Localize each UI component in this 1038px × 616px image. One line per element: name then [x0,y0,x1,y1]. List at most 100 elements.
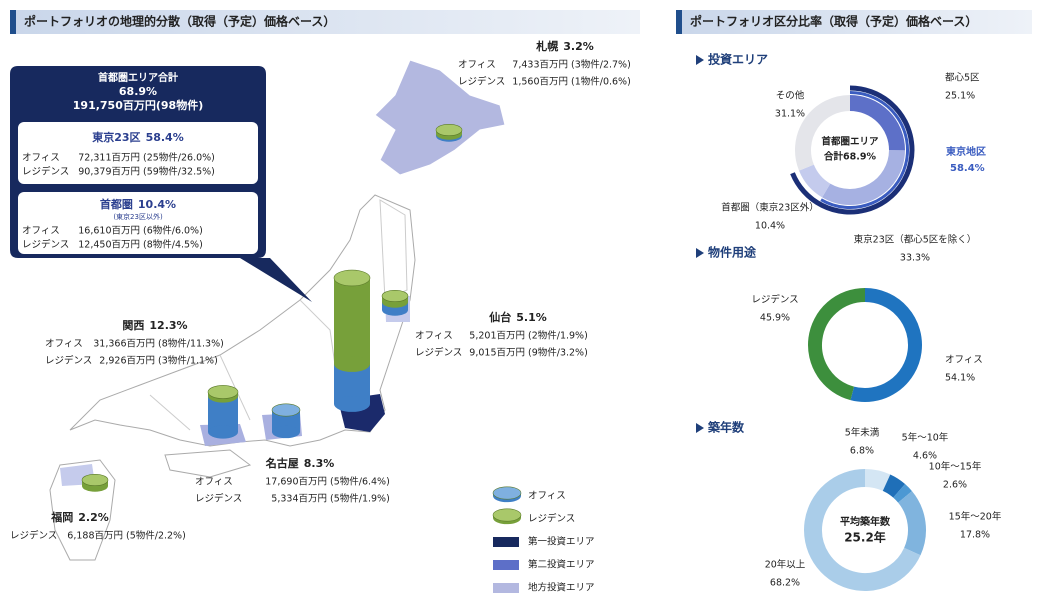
region-name: 東京23区 [92,130,140,144]
row-detail: (8物件/11.3%) [158,338,224,350]
row-detail: (9物件/3.2%) [528,347,588,359]
row-detail: (6物件/6.0%) [143,225,203,237]
region-name: 札幌 [535,39,558,53]
cylinder-top [435,123,463,137]
slice-value: 33.3% [900,253,930,264]
region-name: 名古屋 [265,456,299,470]
row-type: オフィス [458,60,496,71]
text-line: 名古屋 8.3% [265,456,335,470]
slice-value: 2.6% [943,480,967,491]
region-share: 8.3% [304,457,335,470]
cylinder [435,123,463,142]
text-line: 福岡 2.2% [50,510,109,524]
cylinder [333,269,371,412]
region-share: 10.4% [138,198,176,211]
row-amount: 17,690百万円 [265,477,327,488]
text-line: 関西 12.3% [122,319,187,332]
right-title: ポートフォリオ区分比率（取得（予定）価格ベース） [690,14,977,29]
row-type: レジデンス [22,166,69,178]
row-type: レジデンス [10,530,57,542]
slice-value: 4.6% [913,451,937,462]
legend-swatch [493,583,519,593]
text-line: 首都圏 10.4% [100,197,176,211]
row-detail: (5物件/2.2%) [126,530,186,542]
shikoku [164,449,252,478]
cylinder [492,508,522,525]
donut-segment [808,288,866,401]
outer-value: 58.4% [950,163,985,174]
row-amount: 31,366百万円 [93,339,155,350]
row-amount: 90,379百万円 [78,167,140,178]
donut-segment [882,474,906,498]
row-amount: 7,433百万円 [512,60,568,71]
legend-label: 第一投資エリア [528,536,595,548]
region-share: 3.2% [563,40,594,53]
text-line: 札幌 3.2% [535,39,594,53]
row-type: レジデンス [415,347,462,359]
region-share: 58.4% [146,131,184,144]
slice-name: 5年～10年 [902,432,949,444]
cylinder-top [271,403,301,417]
slice-name: その他 [776,90,805,102]
cylinder-top [381,289,409,303]
legend [493,537,519,593]
region-name: 仙台 [488,310,511,324]
chart-title: 投資エリア [708,52,768,67]
cylinder-bottom [272,425,300,439]
cylinder-bottom [334,356,370,372]
slice-value: 68.2% [770,578,800,589]
row-type: オフィス [22,226,60,237]
row-type: レジデンス [22,239,69,251]
legend-label: 地方投資エリア [528,582,595,594]
row-amount: 6,188百万円 [67,531,123,542]
row-detail: (8物件/4.5%) [143,239,203,251]
slice-value: 45.9% [760,313,790,324]
title-accent [676,10,682,34]
donut-segment [850,288,922,402]
row-amount: 5,334百万円 [271,494,327,505]
total-share: 68.9% [119,85,157,98]
legend-label: オフィス [528,491,566,502]
callout-box [18,122,258,184]
donut-segment [795,95,851,171]
region-name: 首都圏 [100,197,133,211]
row-detail: (59物件/32.5%) [143,166,215,178]
slice-name: 東京23区（都心5区を除く） [854,234,977,246]
cylinder-top [492,508,522,522]
row-type: レジデンス [45,355,92,367]
slice-name: オフィス [945,355,983,366]
chart-title: 物件用途 [708,245,756,260]
total-amount: 191,750百万円(98物件) [73,98,203,112]
row-amount: 5,201百万円 [469,331,525,342]
donut-segment [864,469,891,492]
slice-name: レジデンス [751,294,798,306]
slice-value: 54.1% [945,373,975,384]
title-bar [676,10,1032,34]
hokkaido [374,59,506,176]
title-accent [10,10,16,34]
region-share: 12.3% [149,319,187,332]
outer-name: 東京地区 [946,145,986,158]
triangle [696,423,704,433]
row-amount: 1,560百万円 [512,77,568,88]
text-line: 仙台 5.1% [488,310,547,324]
cylinder-top [333,269,371,287]
row-detail: (5物件/6.4%) [330,476,390,488]
donut-segment [893,483,913,503]
slice-name: 20年以上 [765,559,806,571]
row-type: オフィス [415,331,453,342]
row-amount: 2,926百万円 [99,356,155,367]
center-name: 平均築年数 [840,515,891,528]
region-name: 関西 [122,319,144,332]
legend-label: 第二投資エリア [528,559,595,571]
cylinder [492,486,522,503]
triangle [696,55,704,65]
donut-segment [849,95,905,151]
row-amount: 72,311百万円 [78,153,140,164]
row-detail: (1物件/0.6%) [571,76,631,88]
cylinder-top [207,385,239,399]
row-amount: 16,610百万円 [78,226,140,237]
donut-segment [897,491,926,556]
donut-segment [790,85,915,215]
left-title: ポートフォリオの地理的分散（取得（予定）価格ベース） [24,14,335,29]
